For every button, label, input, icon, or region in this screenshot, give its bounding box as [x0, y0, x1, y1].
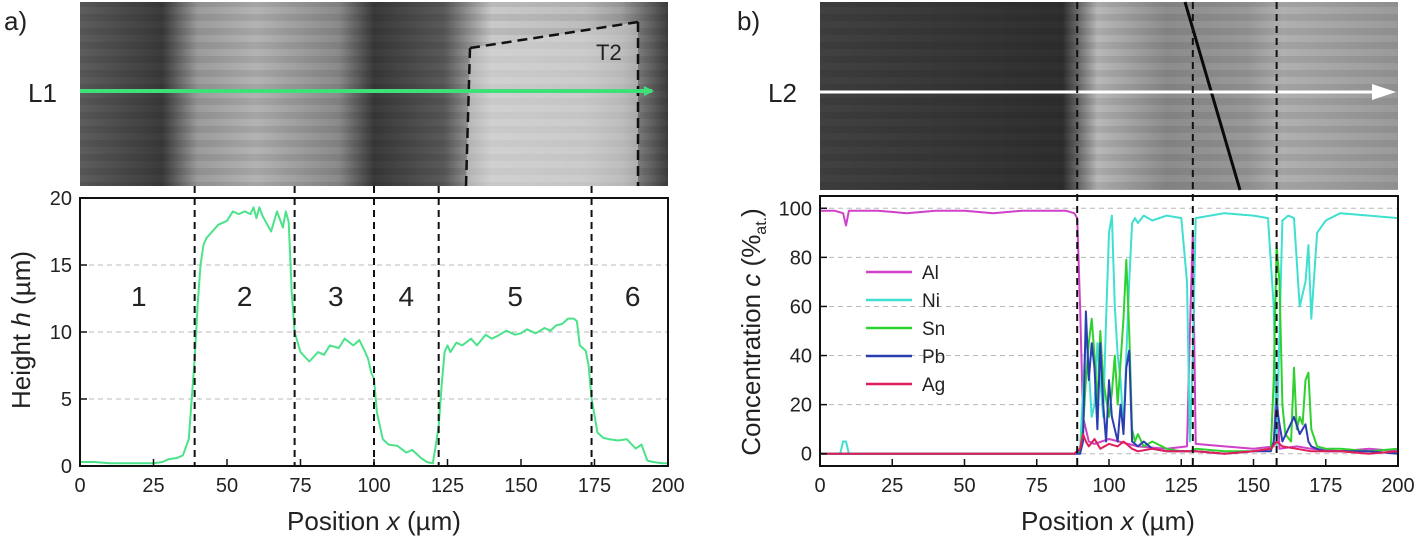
- y-tick-label: 20: [50, 188, 72, 210]
- panel-label-b: b): [737, 6, 760, 36]
- y-axis-label-a-var: h: [6, 312, 36, 326]
- region-label-3: 3: [328, 281, 344, 312]
- legend-label-ni: Ni: [922, 291, 940, 312]
- legend-label-ag: Ag: [922, 375, 945, 396]
- x-tick-label: 125: [431, 475, 464, 497]
- legend: Al Ni Sn Pb Ag: [866, 263, 945, 396]
- region-label-t2: T2: [596, 40, 622, 65]
- y-axis-label-b: Concentration c (%at.): [736, 208, 770, 456]
- region-label-4: 4: [399, 281, 415, 312]
- line-label-l1: L1: [28, 78, 57, 108]
- y-axis-label-b-main: Concentration: [736, 287, 766, 456]
- x-tick-label: 0: [74, 475, 85, 497]
- series-line-pb: [820, 310, 1399, 455]
- y-tick-label: 5: [61, 389, 72, 411]
- y-axis-label-a-main: Height: [6, 327, 36, 409]
- region-t2-outline: [469, 20, 639, 50]
- x-tick-label: 75: [289, 475, 311, 497]
- line-label-l2: L2: [768, 78, 797, 108]
- x-tick-label: 175: [1309, 475, 1342, 497]
- y-tick-label: 15: [50, 255, 72, 277]
- y-tick-label: 40: [790, 346, 812, 368]
- x-axis-label-a-unit: (µm): [400, 506, 461, 536]
- x-tick-label: 150: [504, 475, 537, 497]
- y-axis-label-a: Height h (µm): [6, 251, 36, 409]
- series-line-sn: [820, 244, 1399, 455]
- series-line-height: [80, 206, 668, 465]
- x-tick-label: 0: [814, 475, 825, 497]
- height-profile-chart: 0 25 50 75 100 125 150 175 200 0 5 10 15 20 1 2 3 4 5 6: [50, 186, 685, 497]
- region-label-6: 6: [625, 281, 641, 312]
- y-axis-label-b-unit-pre: (%: [736, 235, 766, 274]
- series-line-ag: [820, 433, 1399, 455]
- y-tick-label: 100: [779, 198, 812, 220]
- x-tick-label: 150: [1237, 475, 1270, 497]
- x-tick-label: 125: [1165, 475, 1198, 497]
- y-axis-label-b-unit-sub: at.: [753, 217, 770, 235]
- y-tick-label: 60: [790, 296, 812, 318]
- x-tick-label: 100: [357, 475, 390, 497]
- x-tick-label: 50: [953, 475, 975, 497]
- x-tick-label: 25: [142, 475, 164, 497]
- y-tick-label: 0: [61, 456, 72, 478]
- x-axis-label-b-var: x: [1119, 506, 1135, 536]
- legend-label-sn: Sn: [922, 319, 945, 340]
- sem-image-a: [80, 2, 668, 187]
- x-tick-label: 100: [1092, 475, 1125, 497]
- x-axis-label-b-main: Position: [1021, 506, 1121, 536]
- x-tick-label: 200: [1381, 475, 1414, 497]
- legend-label-pb: Pb: [922, 347, 945, 368]
- x-tick-label: 25: [881, 475, 903, 497]
- y-tick-label: 0: [801, 444, 812, 466]
- y-tick-label: 20: [790, 395, 812, 417]
- y-tick-label: 80: [790, 247, 812, 269]
- region-label-2: 2: [237, 281, 253, 312]
- y-tick-label: 10: [50, 322, 72, 344]
- x-tick-label: 200: [651, 475, 684, 497]
- y-axis-label-b-var: c: [736, 274, 766, 287]
- x-tick-label: 175: [578, 475, 611, 497]
- region-label-1: 1: [131, 281, 147, 312]
- x-tick-label: 50: [216, 475, 238, 497]
- x-tick-label: 75: [1026, 475, 1048, 497]
- legend-label-al: Al: [922, 263, 939, 284]
- x-axis-label-b-unit: (µm): [1134, 506, 1195, 536]
- panel-label-a: a): [4, 6, 27, 36]
- x-axis-label-b: Position x (µm): [1021, 506, 1195, 536]
- concentration-chart: 0 25 50 75 100 125 150 175 200 0 20 40 60 80 100 Al Ni Sn…: [779, 2, 1415, 497]
- sem-image-b: [820, 1, 1398, 191]
- y-axis-label-b-unit-post: ): [736, 208, 766, 217]
- scan-line-l2-arrowhead: [1372, 84, 1396, 100]
- region-label-5: 5: [507, 281, 523, 312]
- x-axis-label-a-var: x: [385, 506, 401, 536]
- x-axis-label-a-main: Position: [287, 506, 387, 536]
- y-axis-label-a-unit: (µm): [6, 251, 36, 312]
- x-axis-label-a: Position x (µm): [287, 506, 461, 536]
